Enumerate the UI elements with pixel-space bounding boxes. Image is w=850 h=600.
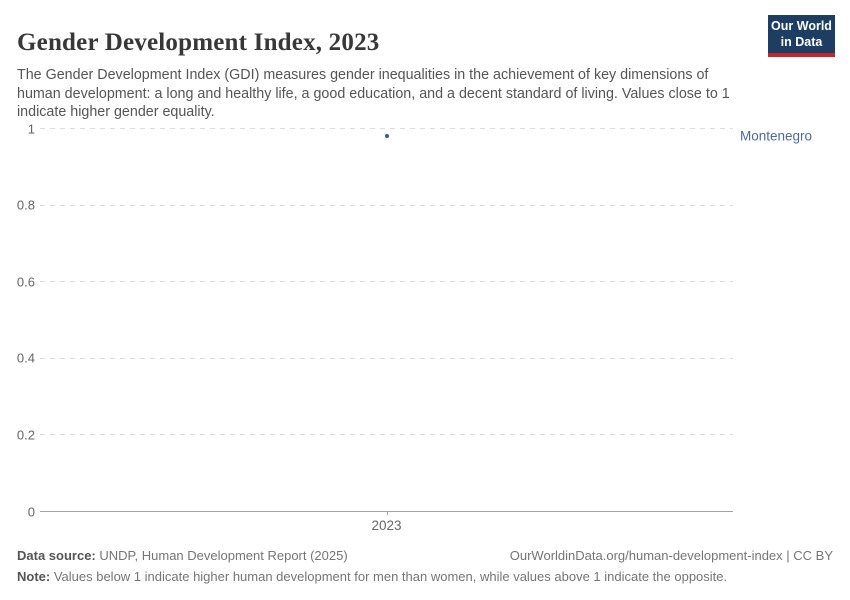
data-source-line: Data source: UNDP, Human Development Rep… (17, 548, 348, 563)
data-source-text: UNDP, Human Development Report (2025) (95, 548, 348, 563)
owid-logo-line1: Our World (771, 19, 832, 33)
x-axis-tick-label: 2023 (371, 518, 402, 533)
y-axis-tick-label: 0.8 (16, 197, 35, 213)
gridline (40, 204, 733, 206)
gridline (40, 128, 733, 129)
page-title: Gender Development Index, 2023 (17, 28, 380, 56)
y-axis-tick-label: 1 (27, 121, 35, 136)
owid-logo-line2: in Data (780, 34, 823, 49)
data-point-montenegro[interactable] (384, 133, 389, 138)
y-axis-tick-label: 0.6 (16, 274, 35, 290)
series-label-montenegro[interactable]: Montenegro (740, 128, 813, 144)
y-axis-tick-label: 0.2 (16, 427, 35, 443)
y-axis-tick-label: 0 (27, 504, 35, 519)
canonical-url-link[interactable]: OurWorldinData.org/human-development-ind… (509, 548, 833, 563)
note-text: Values below 1 indicate higher human dev… (50, 569, 728, 584)
owid-logo[interactable]: Our World in Data (768, 15, 835, 57)
note-line: Note: Values below 1 indicate higher hum… (17, 569, 727, 584)
x-axis-tick-mark (386, 511, 388, 515)
data-source-label: Data source: (17, 548, 96, 563)
plot-area: 0 0.2 0.4 0.6 0.8 1 2023 Montenegro (17, 121, 812, 533)
gridline (40, 281, 733, 283)
y-axis-tick-label: 0.4 (16, 350, 35, 366)
note-label: Note: (17, 569, 51, 584)
gridline (40, 434, 733, 436)
chart-subtitle: The Gender Development Index (GDI) measu… (17, 67, 730, 121)
owid-logo-red-bar (768, 53, 835, 57)
gridline (40, 357, 733, 359)
owid-logo-text: Our World in Data (768, 15, 835, 53)
